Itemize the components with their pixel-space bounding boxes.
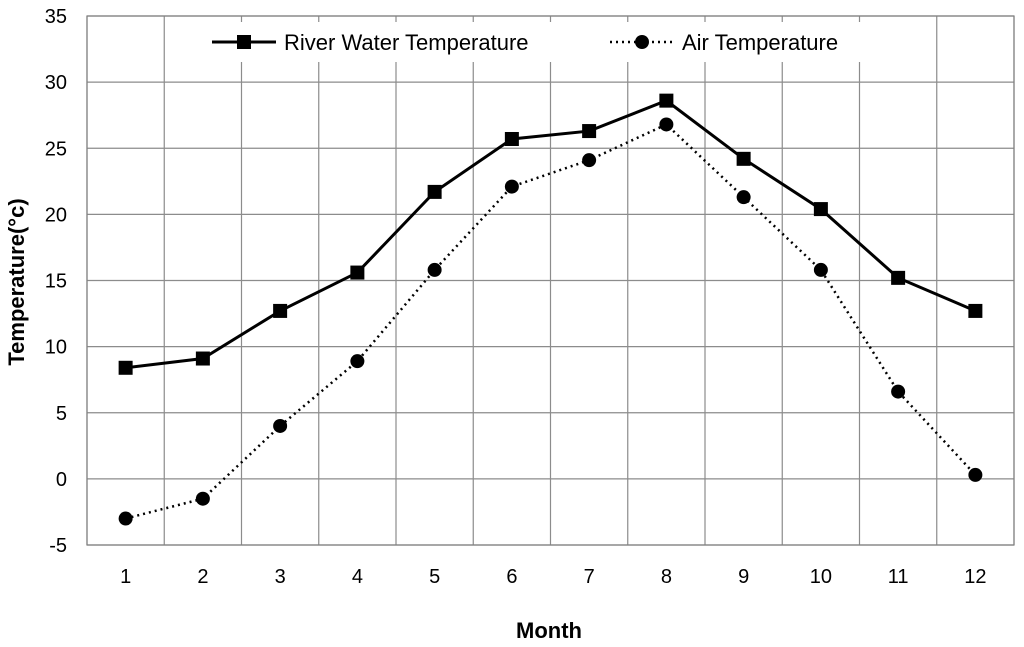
y-axis-title: Temperature(°c) [4, 198, 29, 365]
data-point-air [736, 190, 751, 205]
series-river-water [118, 93, 983, 375]
series-layer [118, 93, 983, 526]
data-point-river-water [195, 351, 210, 366]
data-point-river-water [736, 151, 751, 166]
y-tick-label: 20 [45, 204, 67, 226]
x-tick-label: 1 [120, 566, 131, 588]
y-tick-label: 5 [56, 403, 67, 425]
data-point-air [350, 354, 365, 369]
x-tick-label: 4 [352, 566, 363, 588]
x-tick-label: 5 [429, 566, 440, 588]
grid [86, 15, 1015, 546]
y-tick-label: 35 [45, 6, 67, 28]
data-point-air [582, 153, 597, 168]
data-point-air [504, 179, 519, 194]
x-axis-ticks: 1 2 3 4 5 6 7 8 9 10 11 12 [120, 566, 986, 588]
legend-label-river-water: River Water Temperature [284, 30, 529, 55]
data-point-river-water [273, 303, 288, 318]
data-point-river-water [427, 184, 442, 199]
legend-background [200, 22, 890, 62]
x-tick-label: 3 [275, 566, 286, 588]
x-tick-label: 9 [738, 566, 749, 588]
data-point-river-water [968, 303, 983, 318]
data-point-river-water [659, 93, 674, 108]
x-tick-label: 2 [197, 566, 208, 588]
x-tick-label: 12 [964, 566, 986, 588]
x-tick-label: 11 [888, 566, 909, 588]
data-point-air [968, 467, 983, 482]
y-tick-label: -5 [49, 535, 67, 557]
x-tick-label: 8 [661, 566, 672, 588]
data-point-air [118, 511, 133, 526]
data-point-river-water [582, 124, 597, 139]
data-point-river-water [350, 265, 365, 280]
data-point-air [427, 262, 442, 277]
x-axis-title: Month [516, 618, 582, 643]
y-tick-label: 15 [45, 271, 67, 293]
data-point-river-water [813, 202, 828, 217]
y-axis-ticks: -5 0 5 10 15 20 25 30 35 [45, 6, 67, 557]
data-point-air [813, 262, 828, 277]
series-line-river-water [125, 98, 976, 370]
data-point-air [195, 491, 210, 506]
legend-item-air: Air Temperature [610, 30, 838, 55]
legend-item-river-water: River Water Temperature [212, 30, 529, 55]
data-point-river-water [891, 270, 906, 285]
y-tick-label: 0 [56, 469, 67, 491]
data-point-air [891, 384, 906, 399]
y-tick-label: 30 [45, 72, 67, 94]
series-line-air [125, 122, 977, 520]
legend-swatch-air-marker [635, 35, 649, 49]
data-point-air [659, 117, 674, 132]
x-tick-label: 7 [584, 566, 595, 588]
series-air [118, 117, 983, 526]
data-point-river-water [118, 360, 133, 375]
y-tick-label: 25 [45, 138, 67, 160]
legend: River Water Temperature Air Temperature [200, 22, 890, 62]
plot-frame [86, 15, 1015, 546]
x-tick-label: 10 [810, 566, 832, 588]
y-tick-label: 10 [45, 337, 67, 359]
data-point-air [273, 418, 288, 433]
data-point-river-water [504, 131, 519, 146]
legend-swatch-river-water-marker [237, 35, 251, 49]
x-tick-label: 6 [506, 566, 517, 588]
legend-label-air: Air Temperature [682, 30, 838, 55]
